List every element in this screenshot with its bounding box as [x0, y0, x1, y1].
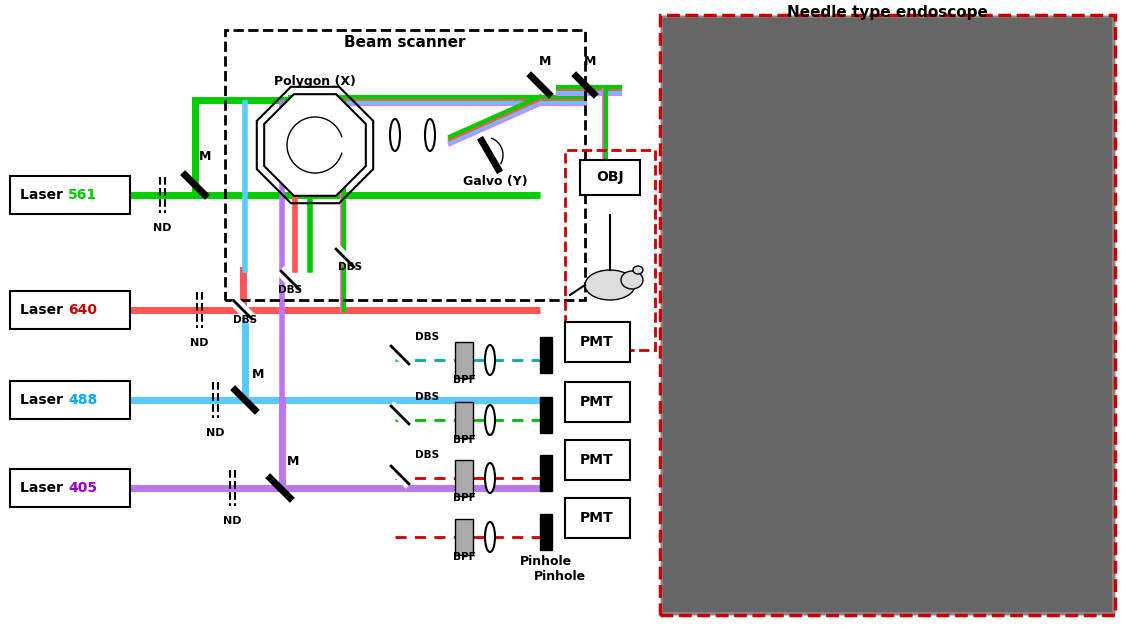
Ellipse shape [485, 463, 495, 493]
Bar [580, 160, 640, 195]
Bar [456, 342, 473, 378]
Bar [540, 337, 552, 373]
Bar [456, 460, 473, 496]
Bar [565, 382, 629, 422]
Bar [565, 322, 629, 362]
Text: BPF: BPF [452, 493, 476, 503]
Bar [10, 291, 130, 329]
Text: Beam scanner: Beam scanner [344, 35, 466, 50]
Text: DBS: DBS [338, 262, 362, 272]
Bar [10, 381, 130, 419]
Bar [565, 498, 629, 538]
Bar [663, 18, 1112, 612]
Text: DBS: DBS [233, 315, 257, 325]
Text: 488: 488 [68, 393, 98, 407]
Text: BPF: BPF [452, 552, 476, 562]
Text: Needle type endoscope: Needle type endoscope [787, 5, 987, 20]
Ellipse shape [425, 119, 435, 151]
Bar [226, 30, 585, 300]
Text: ND: ND [190, 338, 209, 348]
Text: PMT: PMT [580, 395, 614, 409]
Bar [540, 455, 552, 491]
Ellipse shape [633, 266, 643, 274]
Text: BPF: BPF [452, 435, 476, 445]
Bar [540, 514, 552, 550]
Text: Laser: Laser [20, 481, 67, 495]
Bar [456, 519, 473, 555]
Text: 561: 561 [68, 188, 98, 202]
Ellipse shape [485, 522, 495, 552]
Text: DBS: DBS [278, 285, 302, 295]
Text: OBJ: OBJ [596, 170, 624, 184]
Bar [10, 176, 130, 214]
Text: 405: 405 [68, 481, 98, 495]
Bar [10, 469, 130, 507]
Text: Laser: Laser [20, 303, 67, 317]
Text: Laser: Laser [20, 393, 67, 407]
Bar [565, 150, 655, 350]
Bar [456, 402, 473, 438]
Text: Polygon (X): Polygon (X) [274, 75, 356, 88]
Polygon shape [264, 94, 366, 196]
Text: Pinhole: Pinhole [519, 555, 572, 568]
Ellipse shape [620, 271, 643, 289]
Text: PMT: PMT [580, 453, 614, 467]
Ellipse shape [390, 119, 401, 151]
Text: ND: ND [153, 223, 172, 233]
Text: Galvo (Y): Galvo (Y) [462, 175, 527, 188]
Text: Laser: Laser [20, 188, 67, 202]
Text: M: M [539, 55, 551, 68]
Text: ND: ND [223, 516, 241, 526]
Text: M: M [199, 150, 211, 163]
Text: DBS: DBS [415, 392, 439, 402]
Ellipse shape [485, 345, 495, 375]
Text: PMT: PMT [580, 335, 614, 349]
Text: ND: ND [205, 428, 224, 438]
Text: PMT: PMT [580, 511, 614, 525]
Text: M: M [287, 455, 300, 468]
Ellipse shape [485, 405, 495, 435]
Ellipse shape [585, 270, 635, 300]
Text: DBS: DBS [415, 332, 439, 342]
Text: BPF: BPF [452, 375, 476, 385]
Bar [660, 15, 1115, 615]
Bar [565, 440, 629, 480]
Text: 640: 640 [68, 303, 96, 317]
Text: M: M [583, 55, 596, 68]
Text: DBS: DBS [415, 450, 439, 460]
Bar [540, 397, 552, 433]
Text: M: M [251, 368, 264, 381]
Text: Pinhole: Pinhole [534, 570, 586, 583]
